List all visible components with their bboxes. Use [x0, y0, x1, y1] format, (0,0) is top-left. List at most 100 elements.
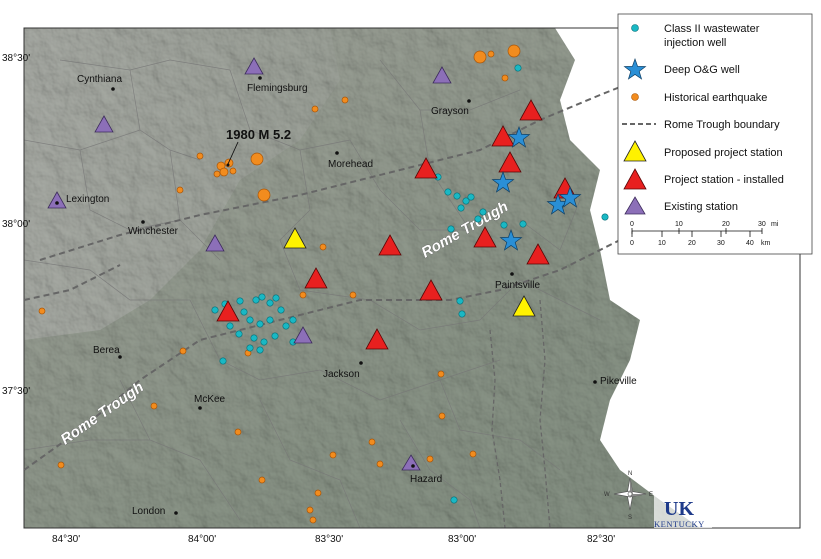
injection-well-marker[interactable]: [250, 334, 258, 342]
earthquake-marker[interactable]: [319, 243, 327, 251]
injection-well-marker[interactable]: [256, 346, 264, 354]
injection-well-marker[interactable]: [219, 357, 227, 365]
injection-well-marker[interactable]: [474, 215, 482, 223]
earthquake-marker[interactable]: [229, 167, 237, 175]
earthquake-marker[interactable]: [309, 516, 317, 524]
existing-station-marker[interactable]: [244, 57, 264, 75]
earthquake-marker[interactable]: [376, 460, 384, 468]
earthquake-marker[interactable]: [473, 50, 487, 64]
installed-station-marker[interactable]: [419, 279, 443, 301]
injection-well-marker[interactable]: [462, 197, 470, 205]
earthquake-marker[interactable]: [213, 170, 221, 178]
legend-item-existing-station[interactable]: Existing station: [624, 196, 738, 215]
injection-well-marker[interactable]: [458, 310, 466, 318]
earthquake-marker[interactable]: [150, 402, 158, 410]
injection-well-marker[interactable]: [256, 320, 264, 328]
injection-well-marker[interactable]: [235, 330, 243, 338]
earthquake-marker[interactable]: [487, 50, 495, 58]
existing-station-marker[interactable]: [401, 454, 421, 471]
earthquake-marker[interactable]: [349, 291, 357, 299]
earthquake-marker[interactable]: [257, 188, 271, 202]
injection-well-marker[interactable]: [467, 193, 475, 201]
injection-well-marker[interactable]: [456, 297, 464, 305]
injection-well-marker[interactable]: [479, 208, 487, 216]
earthquake-marker[interactable]: [438, 412, 446, 420]
injection-well-marker[interactable]: [453, 192, 461, 200]
installed-station-marker[interactable]: [365, 328, 389, 350]
injection-well-marker[interactable]: [500, 221, 508, 229]
injection-well-marker[interactable]: [258, 293, 266, 301]
earthquake-marker[interactable]: [258, 476, 266, 484]
injection-well-marker[interactable]: [457, 204, 465, 212]
installed-station-marker[interactable]: [304, 267, 328, 289]
installed-station-marker[interactable]: [526, 243, 550, 265]
earthquake-marker[interactable]: [341, 96, 349, 104]
earthquake-marker[interactable]: [501, 74, 509, 82]
earthquake-marker[interactable]: [311, 105, 319, 113]
legend-item-rome-boundary[interactable]: Rome Trough boundary: [622, 119, 780, 131]
injection-well-marker[interactable]: [266, 299, 274, 307]
injection-well-marker[interactable]: [277, 306, 285, 314]
earthquake-marker[interactable]: [306, 506, 314, 514]
earthquake-marker[interactable]: [57, 461, 65, 469]
deep-well-marker[interactable]: [491, 170, 515, 193]
injection-well-marker[interactable]: [450, 496, 458, 504]
existing-station-marker[interactable]: [94, 115, 114, 133]
deep-well-marker[interactable]: [558, 185, 582, 208]
injection-well-marker[interactable]: [601, 213, 609, 221]
earthquake-marker[interactable]: [299, 291, 307, 299]
deep-well-marker[interactable]: [507, 125, 531, 148]
installed-station-marker[interactable]: [519, 99, 543, 121]
injection-well-marker[interactable]: [266, 316, 274, 324]
injection-well-marker[interactable]: [289, 316, 297, 324]
installed-station-marker[interactable]: [378, 234, 402, 256]
injection-well-marker[interactable]: [236, 297, 244, 305]
earthquake-marker[interactable]: [329, 451, 337, 459]
earthquake-marker[interactable]: [38, 307, 46, 315]
injection-well-marker[interactable]: [246, 316, 254, 324]
legend-item-deep-well[interactable]: Deep O&G well: [623, 57, 740, 80]
earthquake-marker[interactable]: [219, 167, 229, 177]
installed-station-marker[interactable]: [498, 151, 522, 173]
earthquake-marker[interactable]: [368, 438, 376, 446]
legend-item-proposed-station[interactable]: Proposed project station: [623, 140, 783, 162]
injection-well-marker[interactable]: [240, 308, 248, 316]
earthquake-marker[interactable]: [426, 455, 434, 463]
injection-well-marker[interactable]: [447, 225, 455, 233]
installed-station-marker[interactable]: [216, 300, 240, 322]
injection-well-marker[interactable]: [252, 296, 260, 304]
installed-station-marker[interactable]: [473, 226, 497, 248]
earthquake-marker[interactable]: [234, 428, 242, 436]
existing-station-marker[interactable]: [205, 234, 225, 252]
earthquake-marker[interactable]: [314, 489, 322, 497]
deep-well-marker[interactable]: [499, 228, 523, 251]
injection-well-marker[interactable]: [514, 64, 522, 72]
earthquake-marker[interactable]: [250, 152, 264, 166]
installed-station-marker[interactable]: [414, 157, 438, 179]
existing-station-marker[interactable]: [293, 326, 313, 344]
earthquake-marker[interactable]: [176, 186, 184, 194]
installed-station-marker[interactable]: [491, 125, 515, 147]
proposed-station-marker[interactable]: [512, 295, 536, 317]
earthquake-marker[interactable]: [507, 44, 521, 58]
existing-station-marker[interactable]: [432, 66, 452, 84]
uk-logo-name: KENTUCKY: [654, 519, 705, 529]
injection-well-marker[interactable]: [260, 338, 268, 346]
legend-item-injection-well[interactable]: Class II wastewater injection well: [631, 23, 763, 49]
earthquake-marker[interactable]: [469, 450, 477, 458]
injection-well-marker[interactable]: [282, 322, 290, 330]
proposed-station-marker[interactable]: [283, 227, 307, 249]
legend-item-installed-station[interactable]: Project station - installed: [623, 168, 784, 190]
earthquake-marker[interactable]: [437, 370, 445, 378]
injection-well-marker[interactable]: [226, 322, 234, 330]
earthquake-marker[interactable]: [196, 152, 204, 160]
injection-well-marker[interactable]: [246, 344, 254, 352]
injection-well-marker[interactable]: [272, 294, 280, 302]
injection-well-marker[interactable]: [519, 220, 527, 228]
injection-well-marker[interactable]: [444, 188, 452, 196]
earthquake-marker[interactable]: [179, 347, 187, 355]
existing-station-marker[interactable]: [47, 191, 67, 209]
injection-well-marker[interactable]: [211, 306, 219, 314]
injection-well-marker[interactable]: [271, 332, 279, 340]
legend-item-earthquake[interactable]: Historical earthquake: [631, 92, 768, 104]
